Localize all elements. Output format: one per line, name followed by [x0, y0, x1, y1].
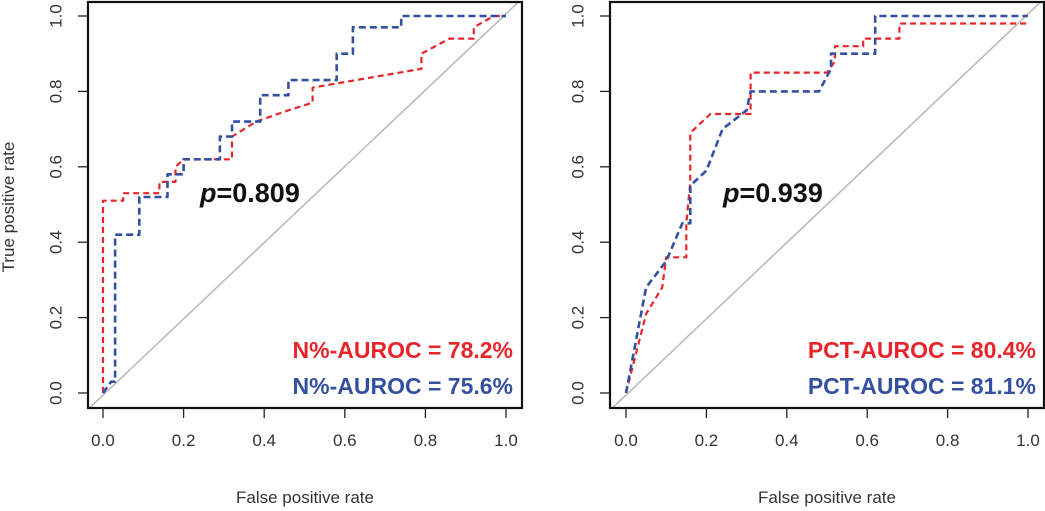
- diagonal-reference-line: [611, 2, 1042, 408]
- x-tick-label: 0.4: [252, 431, 276, 450]
- x-tick-label: 0.8: [936, 431, 960, 450]
- plot-area: [611, 2, 1042, 408]
- y-tick-label: 0.8: [47, 80, 66, 104]
- y-tick-label: 0.2: [47, 306, 66, 330]
- x-tick-label: 0.6: [333, 431, 357, 450]
- y-tick-label: 0.6: [47, 155, 66, 179]
- x-tick-label: 0.2: [695, 431, 719, 450]
- x-tick-label: 0.0: [91, 431, 115, 450]
- legend-entry-series-2: PCT-AUROC = 81.1%: [808, 373, 1036, 399]
- x-tick-label: 0.8: [414, 431, 438, 450]
- x-tick-label: 0.2: [172, 431, 196, 450]
- p-symbol: p: [722, 178, 740, 208]
- roc-curve-series-2: [101, 14, 506, 394]
- roc-curve-series-1: [101, 14, 506, 393]
- y-tick-label: 0.8: [569, 80, 588, 104]
- x-tick-label: 0.4: [775, 431, 799, 450]
- p-value: =0.939: [740, 178, 823, 208]
- plot-frame: [608, 0, 1045, 410]
- y-tick-label: 1.0: [569, 4, 588, 28]
- roc-panel-left: 0.0 0.2 0.4 0.6 0.8 1.0 0.0 0.2 0.4 0.6 0.8 1.0 Fal…: [0, 0, 524, 507]
- p-value-annotation: p=0.809: [199, 178, 300, 208]
- axis-ticks: [78, 15, 507, 418]
- plot-frame: [86, 0, 524, 410]
- y-tick-label: 1.0: [47, 4, 66, 28]
- axis-tick-labels: 0.0 0.2 0.4 0.6 0.8 1.0 0.0 0.2 0.4 0.6 0.8 1.0: [569, 4, 1040, 450]
- y-tick-label: 0.4: [569, 230, 588, 254]
- y-tick-label: 0.0: [569, 381, 588, 405]
- y-axis-title: True positive rate: [0, 142, 18, 273]
- legend-entry-series-2: N%-AUROC = 75.6%: [293, 373, 513, 399]
- roc-curve-series-2: [624, 14, 1028, 394]
- plot-area: [88, 2, 520, 408]
- x-tick-label: 0.6: [855, 431, 879, 450]
- y-tick-label: 0.0: [47, 381, 66, 405]
- x-axis-title: False positive rate: [758, 488, 896, 507]
- y-tick-label: 0.4: [47, 230, 66, 254]
- axis-ticks: [600, 15, 1029, 418]
- x-tick-label: 1.0: [494, 431, 518, 450]
- legend-entry-series-1: N%-AUROC = 78.2%: [293, 337, 513, 363]
- p-symbol: p: [199, 178, 217, 208]
- x-tick-label: 1.0: [1016, 431, 1040, 450]
- y-tick-label: 0.2: [569, 306, 588, 330]
- roc-panel-right: 0.0 0.2 0.4 0.6 0.8 1.0 0.0 0.2 0.4 0.6 0.8 1.0 Fal…: [569, 0, 1045, 507]
- x-tick-label: 0.0: [614, 431, 638, 450]
- diagonal-reference-line: [88, 2, 520, 408]
- x-axis-title: False positive rate: [236, 488, 374, 507]
- p-value-annotation: p=0.939: [722, 178, 823, 208]
- y-tick-label: 0.6: [569, 155, 588, 179]
- legend-entry-series-1: PCT-AUROC = 80.4%: [808, 337, 1036, 363]
- p-value: =0.809: [217, 178, 300, 208]
- roc-curve-series-1: [624, 22, 1028, 394]
- axis-tick-labels: 0.0 0.2 0.4 0.6 0.8 1.0 0.0 0.2 0.4 0.6 0.8 1.0: [47, 4, 518, 450]
